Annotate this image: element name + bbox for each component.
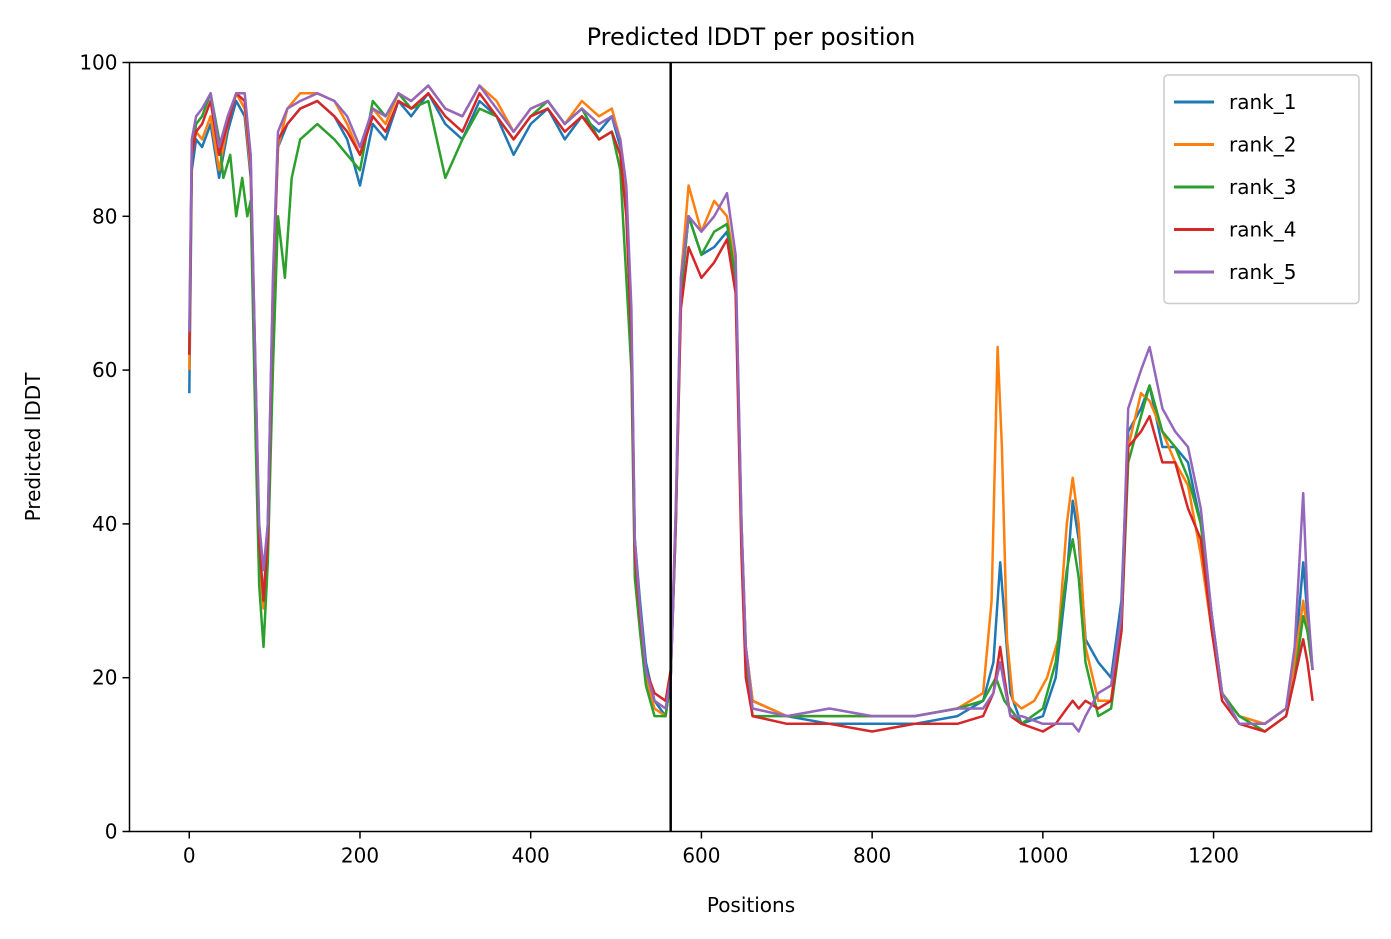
y-tick-label: 0 (105, 820, 118, 844)
y-tick-label: 60 (92, 358, 117, 382)
x-tick-label: 1200 (1188, 844, 1239, 868)
x-tick-label: 600 (682, 844, 720, 868)
plot-area (188, 62, 1314, 832)
x-axis: 0 200 400 600 800 1000 1200 (183, 831, 1239, 868)
x-axis-label: Positions (707, 893, 795, 917)
y-axis-label: Predicted lDDT (21, 372, 45, 522)
y-tick-label: 80 (92, 204, 117, 228)
y-axis: 0 20 40 60 80 100 (79, 51, 130, 844)
legend-label-rank_4: rank_4 (1229, 218, 1296, 242)
y-tick-label: 40 (92, 512, 117, 536)
legend-label-rank_1: rank_1 (1229, 90, 1296, 114)
x-tick-label: 0 (183, 844, 196, 868)
x-tick-label: 400 (512, 844, 550, 868)
legend: rank_1 rank_2 rank_3 rank_4 rank_5 (1163, 74, 1360, 305)
y-tick-label: 20 (92, 666, 117, 690)
plot-frame (128, 61, 1373, 833)
legend-label-rank_3: rank_3 (1229, 175, 1296, 199)
legend-label-rank_2: rank_2 (1229, 133, 1296, 157)
legend-box (1163, 74, 1360, 305)
chart-title: Predicted lDDT per position (587, 23, 916, 51)
x-tick-label: 1000 (1017, 844, 1068, 868)
y-tick-label: 100 (79, 51, 117, 75)
x-tick-label: 200 (341, 844, 379, 868)
x-tick-label: 800 (853, 844, 891, 868)
legend-label-rank_5: rank_5 (1229, 260, 1296, 284)
